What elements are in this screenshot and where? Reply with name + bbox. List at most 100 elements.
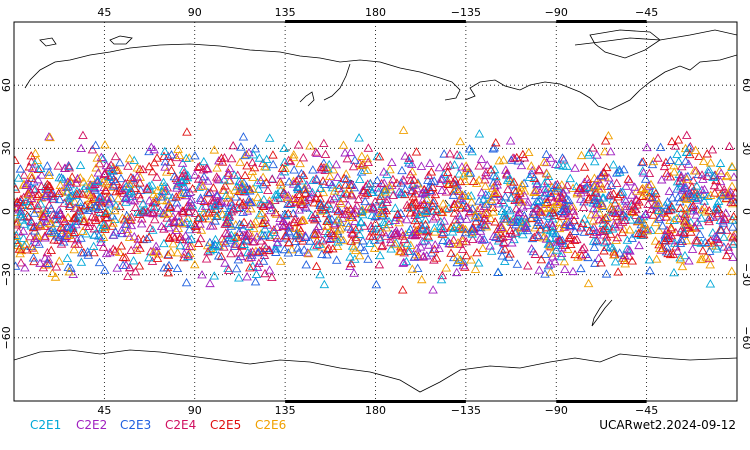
observation-marker — [123, 161, 133, 170]
observation-marker — [645, 265, 655, 275]
observation-marker — [325, 194, 336, 204]
observation-marker — [718, 216, 728, 225]
observation-marker — [672, 177, 683, 186]
legend-item-c2e4: C2E4 — [165, 418, 197, 432]
observation-marker — [541, 169, 552, 178]
observation-marker — [659, 235, 669, 244]
observation-marker — [136, 207, 147, 216]
observation-marker — [600, 172, 610, 181]
observation-marker — [439, 149, 449, 158]
observation-marker — [325, 171, 335, 180]
observation-marker — [79, 214, 89, 223]
observation-marker — [594, 214, 605, 224]
observation-marker — [548, 196, 559, 205]
observation-marker — [633, 216, 644, 225]
observation-marker — [529, 187, 539, 196]
observation-marker — [614, 167, 625, 176]
observation-marker — [397, 165, 407, 175]
observation-marker — [160, 146, 170, 156]
observation-marker — [229, 239, 240, 248]
observation-marker — [132, 239, 143, 249]
observation-marker — [386, 244, 396, 253]
observation-marker — [720, 214, 730, 224]
top-lon-tick-label: −45 — [635, 6, 658, 19]
observation-marker — [537, 207, 547, 216]
observation-marker — [293, 140, 304, 149]
observation-marker — [33, 174, 43, 184]
observation-marker — [306, 192, 317, 201]
observation-marker — [315, 269, 325, 279]
observation-marker — [412, 179, 423, 188]
observation-marker — [354, 250, 365, 260]
observation-marker — [202, 187, 213, 197]
observation-marker — [14, 238, 23, 247]
observation-marker — [389, 239, 400, 249]
observation-marker — [173, 211, 184, 220]
observation-marker — [182, 172, 193, 182]
observation-marker — [258, 256, 269, 265]
observation-marker — [450, 179, 461, 189]
observation-marker — [130, 266, 141, 276]
observation-marker — [593, 191, 603, 201]
observation-marker — [149, 144, 159, 154]
observation-marker — [707, 144, 718, 154]
observation-marker — [277, 163, 288, 172]
observation-marker — [100, 139, 110, 149]
observation-marker — [43, 254, 54, 264]
observation-marker — [644, 255, 655, 264]
observation-marker — [113, 193, 123, 203]
observation-marker — [161, 167, 172, 176]
observation-marker — [569, 210, 580, 219]
observation-marker — [610, 208, 621, 218]
observation-marker — [488, 231, 499, 241]
observation-marker — [108, 181, 119, 190]
observation-marker — [410, 230, 421, 240]
observation-marker — [603, 221, 613, 231]
observation-marker — [493, 224, 503, 233]
observation-marker — [448, 177, 459, 187]
observation-marker — [494, 233, 505, 243]
observation-marker — [544, 208, 555, 218]
observation-marker — [560, 264, 570, 274]
observation-marker — [194, 212, 205, 222]
observation-marker — [317, 249, 327, 258]
observation-marker — [474, 175, 484, 184]
observation-marker — [367, 227, 378, 236]
observation-marker — [666, 222, 676, 232]
observation-marker — [121, 181, 131, 191]
observation-marker — [342, 153, 353, 163]
observation-marker — [76, 257, 87, 266]
observation-marker — [248, 184, 258, 193]
observation-marker — [312, 175, 322, 184]
observation-marker — [139, 207, 149, 217]
observation-marker — [392, 209, 403, 218]
observation-marker — [123, 188, 134, 198]
observation-marker — [334, 180, 344, 189]
observation-marker — [680, 143, 691, 153]
observation-marker — [470, 213, 481, 222]
observation-marker — [43, 180, 54, 190]
bottom-lon-tick-label: −135 — [451, 404, 481, 417]
observation-marker — [470, 264, 481, 273]
observation-marker — [337, 213, 348, 222]
observation-marker — [448, 235, 459, 244]
observation-marker — [681, 222, 692, 232]
observation-marker — [233, 254, 244, 264]
observation-marker — [596, 184, 607, 193]
observation-marker — [505, 136, 516, 145]
observation-marker — [370, 196, 380, 206]
observation-marker — [612, 168, 622, 177]
observation-marker — [84, 221, 94, 231]
observation-marker — [207, 195, 217, 205]
observation-marker — [490, 187, 500, 196]
observation-marker — [697, 254, 708, 263]
observation-marker — [382, 194, 393, 203]
observation-marker — [676, 161, 687, 171]
observation-marker — [711, 232, 722, 241]
observation-marker — [183, 250, 194, 259]
observation-marker — [78, 226, 88, 235]
observation-marker — [101, 186, 111, 195]
observation-marker — [557, 180, 567, 189]
observation-marker — [665, 155, 676, 165]
observation-marker — [371, 279, 382, 289]
